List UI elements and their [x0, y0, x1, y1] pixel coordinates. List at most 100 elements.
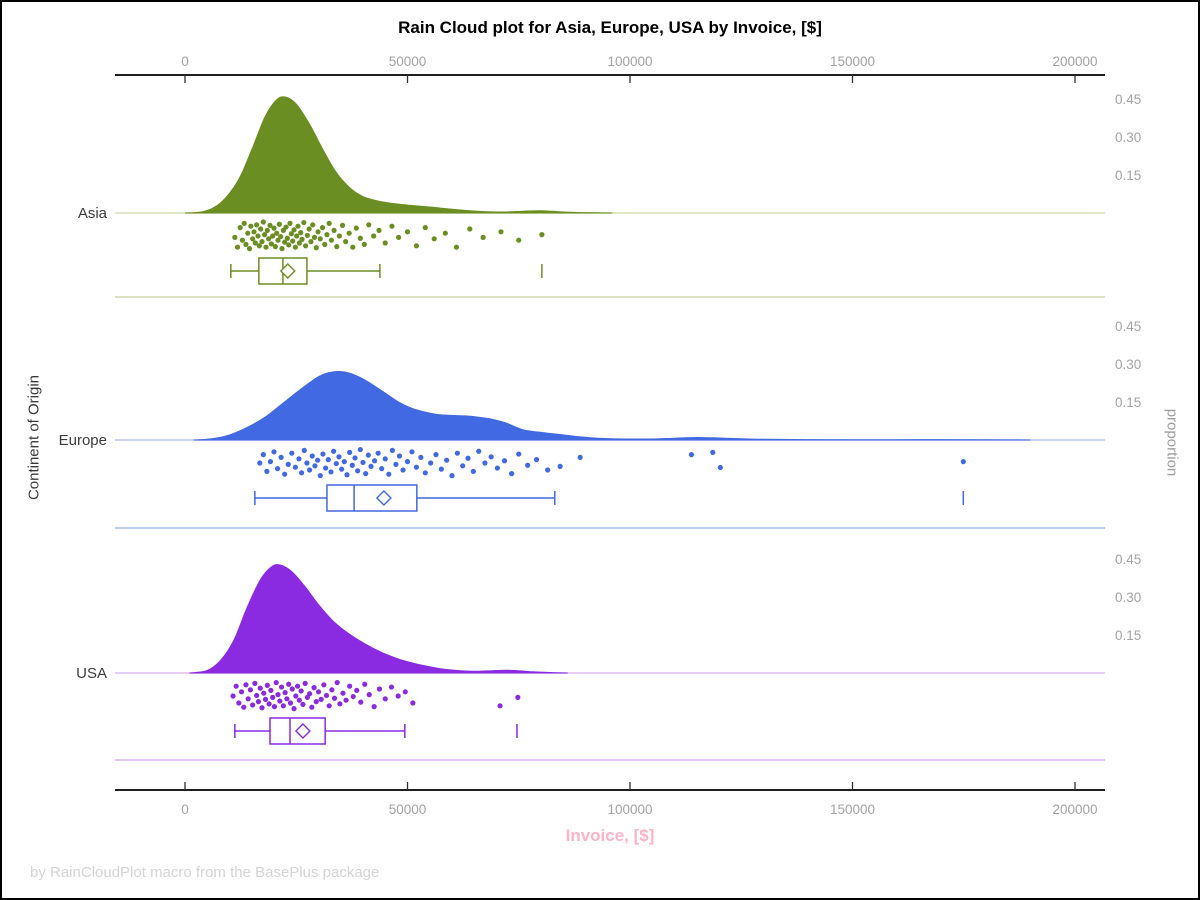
rain-point: [389, 223, 395, 229]
rain-point: [525, 462, 531, 468]
rain-point: [250, 236, 256, 242]
rain-point: [243, 241, 249, 247]
rain-point: [433, 452, 439, 458]
rain-point: [261, 690, 267, 696]
rain-point: [264, 227, 270, 233]
rain-point: [289, 450, 295, 456]
rain-point: [366, 222, 372, 228]
rain-point: [258, 226, 264, 232]
rain-point: [241, 220, 247, 226]
rain-point: [317, 473, 323, 479]
rain-point: [271, 449, 277, 455]
rain-point: [361, 241, 367, 247]
rain-point: [315, 689, 322, 695]
rain-point: [302, 243, 309, 249]
rain-point: [233, 683, 239, 689]
rain-point: [516, 237, 522, 243]
rain-point: [263, 244, 269, 250]
rain-point: [282, 690, 288, 696]
rain-point: [315, 229, 321, 235]
rain-point: [278, 233, 284, 240]
rain-point: [255, 699, 262, 705]
rain-point: [254, 692, 260, 699]
rain-point: [349, 462, 355, 468]
rain-point: [239, 237, 246, 243]
rain-point: [515, 694, 521, 701]
rain-point: [376, 227, 382, 233]
rain-point: [393, 461, 399, 467]
rain-point: [333, 460, 339, 467]
rain-point: [238, 689, 245, 695]
rain-point: [368, 463, 374, 469]
proportion-tick-label: 0.45: [1115, 319, 1141, 334]
rain-point: [292, 464, 298, 470]
x-tick-label: 0: [181, 54, 189, 69]
rain-point: [319, 225, 326, 231]
rain-point: [306, 226, 312, 232]
rain-point: [290, 238, 296, 244]
box-europe: [326, 484, 418, 512]
rain-point: [323, 692, 330, 699]
rain-point: [279, 246, 285, 252]
rain-point: [287, 700, 294, 706]
rain-point: [379, 466, 385, 472]
rain-point: [245, 230, 251, 236]
rain-point: [501, 458, 508, 464]
rain-point: [410, 700, 416, 706]
attribution-note: by RainCloudPlot macro from the BasePlus…: [30, 864, 380, 881]
rain-point: [516, 451, 522, 457]
rain-point: [282, 471, 288, 477]
rain-point: [371, 233, 377, 239]
rain-point: [307, 691, 313, 697]
rain-point: [497, 703, 503, 709]
rain-point: [324, 232, 330, 238]
rain-point: [453, 244, 460, 250]
rain-point: [428, 460, 434, 466]
rain-point: [317, 236, 323, 242]
rain-point: [321, 682, 327, 688]
proportion-tick-label: 0.15: [1115, 628, 1141, 643]
y-axis-label-left: Continent of Origin: [25, 374, 43, 501]
rain-point: [336, 233, 343, 239]
rain-point: [365, 452, 371, 458]
rain-point: [251, 229, 257, 235]
rain-point: [344, 472, 350, 478]
rain-point: [250, 702, 256, 708]
rain-point: [311, 234, 318, 240]
rain-point: [266, 701, 272, 707]
rain-point: [313, 245, 319, 251]
rain-point: [284, 235, 290, 241]
rain-point: [287, 220, 293, 226]
rain-point: [717, 464, 723, 471]
rain-point: [262, 696, 269, 702]
rain-point: [275, 692, 281, 698]
rain-point: [357, 235, 363, 241]
rain-point: [347, 449, 353, 455]
rain-point: [328, 469, 334, 475]
rain-point: [400, 467, 406, 473]
proportion-tick-label: 0.30: [1115, 130, 1141, 145]
rain-point: [352, 455, 358, 461]
rain-point: [273, 679, 279, 686]
rain-point: [254, 222, 260, 228]
rain-point: [301, 447, 307, 453]
rain-point: [328, 237, 335, 243]
x-tick-label: 100000: [607, 802, 652, 817]
rain-point: [295, 223, 301, 229]
proportion-tick-label: 0.30: [1115, 590, 1141, 605]
x-tick-label: 50000: [389, 802, 427, 817]
rain-point: [252, 240, 258, 246]
rain-point: [404, 229, 411, 235]
rain-point: [277, 698, 283, 704]
rain-point: [262, 232, 268, 238]
rain-point: [376, 686, 383, 692]
rain-point: [311, 685, 317, 691]
rain-point: [230, 693, 236, 699]
rain-point: [371, 704, 377, 710]
rain-point: [460, 463, 466, 469]
rain-point: [304, 232, 310, 239]
rain-point: [960, 459, 966, 465]
rain-point: [276, 221, 282, 227]
rain-point: [371, 458, 378, 464]
